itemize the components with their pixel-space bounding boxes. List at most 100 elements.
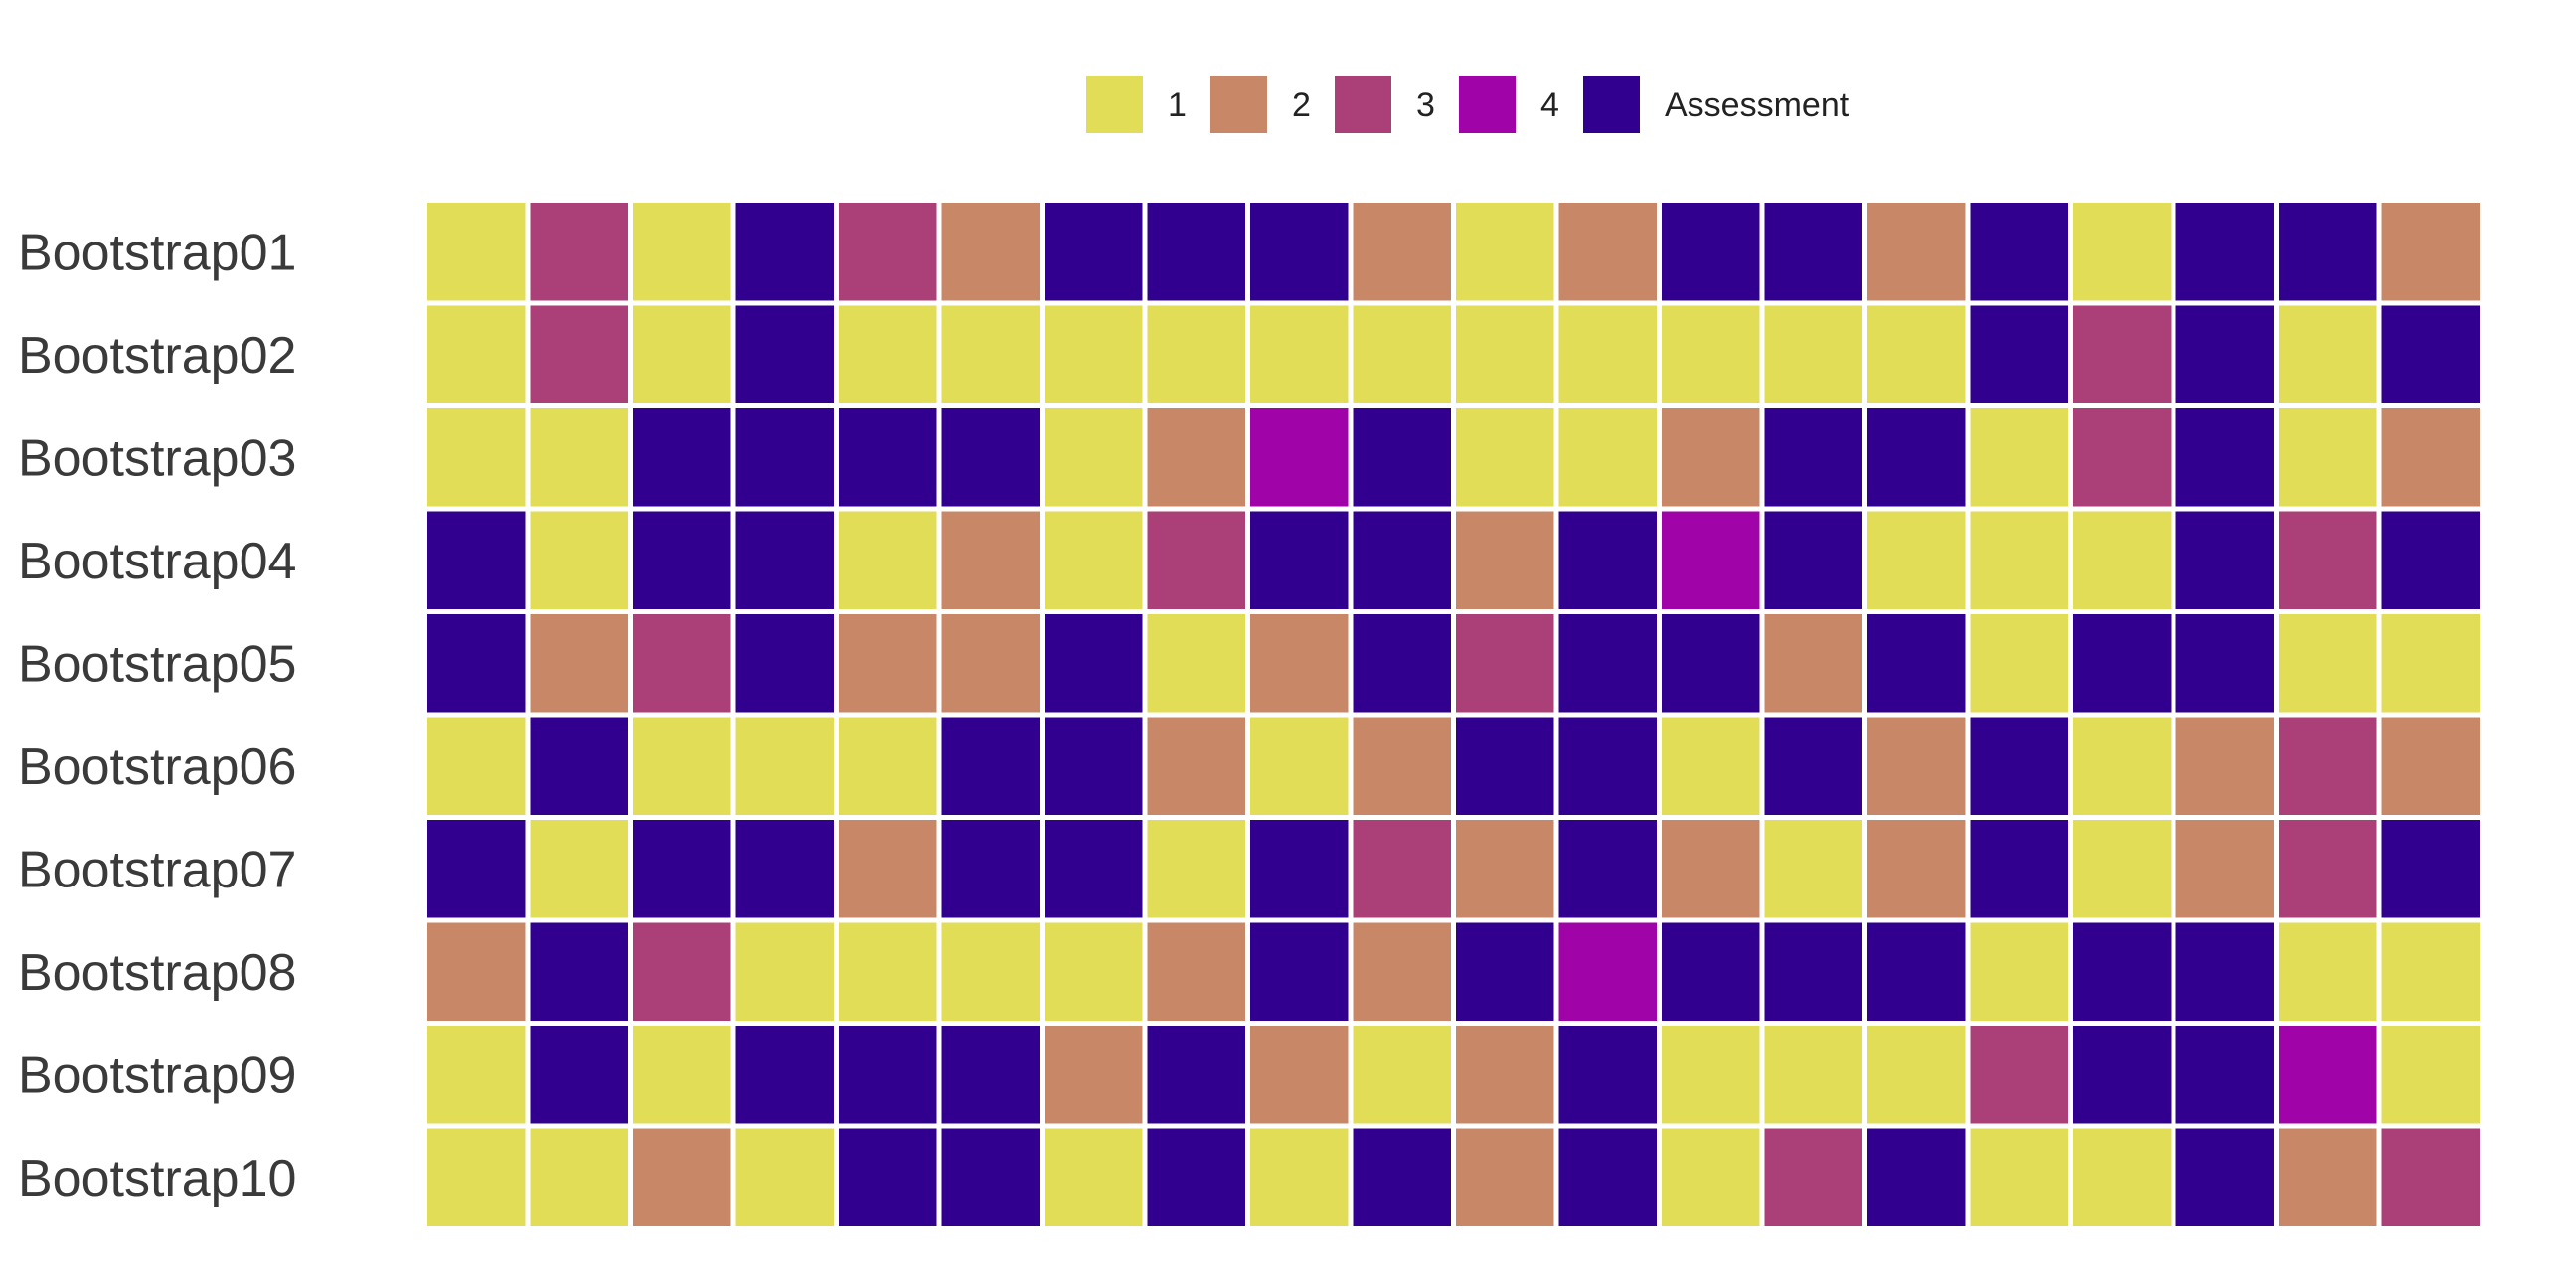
heatmap-grid [427,203,2480,1226]
legend: 1 2 3 4 Assessment [1086,76,1850,133]
heatmap-cell-r9-c8 [1147,1026,1245,1124]
heatmap-cell-r3-c18 [2175,408,2274,507]
heatmap-cell-r5-c14 [1764,614,1862,713]
heatmap-cell-r3-c7 [1045,408,1143,507]
heatmap-cell-r6-c16 [1970,717,2068,815]
heatmap-cell-r1-c6 [941,203,1040,301]
heatmap-cell-r7-c15 [1867,820,1966,918]
heatmap-cell-r3-c8 [1147,408,1245,507]
legend-swatch-4 [1459,76,1516,133]
heatmap-cell-r6-c9 [1250,717,1349,815]
heatmap-cell-r7-c13 [1662,820,1760,918]
heatmap-cell-r3-c6 [941,408,1040,507]
heatmap-cell-r2-c18 [2175,305,2274,403]
heatmap-cell-r10-c18 [2175,1128,2274,1226]
heatmap-cell-r1-c4 [735,203,834,301]
heatmap-cell-r6-c2 [530,717,628,815]
heatmap-cell-r6-c17 [2073,717,2172,815]
heatmap-cell-r4-c15 [1867,511,1966,609]
heatmap-cell-r1-c2 [530,203,628,301]
heatmap-cell-r3-c16 [1970,408,2068,507]
heatmap-cell-r1-c14 [1764,203,1862,301]
heatmap-cell-r1-c5 [839,203,937,301]
heatmap-cell-r1-c16 [1970,203,2068,301]
row-label-bootstrap01: Bootstrap01 [18,224,296,281]
heatmap-cell-r2-c3 [633,305,731,403]
heatmap-cell-r2-c20 [2381,305,2480,403]
heatmap-cell-r5-c15 [1867,614,1966,713]
heatmap-cell-r1-c8 [1147,203,1245,301]
heatmap-cell-r5-c5 [839,614,937,713]
heatmap-cell-r7-c7 [1045,820,1143,918]
heatmap-cell-r8-c12 [1558,922,1657,1021]
heatmap-cell-r2-c14 [1764,305,1862,403]
heatmap-cell-r8-c18 [2175,922,2274,1021]
heatmap-cell-r7-c12 [1558,820,1657,918]
heatmap-cell-r5-c11 [1456,614,1554,713]
heatmap-cell-r6-c6 [941,717,1040,815]
heatmap-cell-r6-c14 [1764,717,1862,815]
heatmap-cell-r5-c3 [633,614,731,713]
heatmap-cell-r9-c5 [839,1026,937,1124]
heatmap-cell-r7-c14 [1764,820,1862,918]
heatmap-cell-r6-c19 [2279,717,2377,815]
heatmap-cell-r7-c6 [941,820,1040,918]
heatmap-cell-r9-c15 [1867,1026,1966,1124]
heatmap-cell-r6-c8 [1147,717,1245,815]
heatmap-cell-r7-c2 [530,820,628,918]
heatmap-cell-r4-c18 [2175,511,2274,609]
heatmap-cell-r4-c8 [1147,511,1245,609]
heatmap-cell-r8-c11 [1456,922,1554,1021]
heatmap-cell-r10-c5 [839,1128,937,1226]
heatmap-cell-r4-c3 [633,511,731,609]
heatmap-cell-r5-c2 [530,614,628,713]
heatmap-cell-r1-c17 [2073,203,2172,301]
row-label-bootstrap05: Bootstrap05 [18,635,296,693]
heatmap-cell-r3-c1 [427,408,526,507]
row-label-bootstrap07: Bootstrap07 [18,841,296,898]
row-label-bootstrap02: Bootstrap02 [18,327,296,385]
heatmap-cell-r9-c20 [2381,1026,2480,1124]
heatmap-cell-r8-c16 [1970,922,2068,1021]
heatmap-cell-r6-c15 [1867,717,1966,815]
heatmap-cell-r9-c19 [2279,1026,2377,1124]
heatmap-cell-r10-c6 [941,1128,1040,1226]
heatmap-cell-r8-c15 [1867,922,1966,1021]
heatmap-cell-r6-c18 [2175,717,2274,815]
heatmap-cell-r2-c6 [941,305,1040,403]
heatmap-cell-r2-c9 [1250,305,1349,403]
heatmap-cell-r8-c9 [1250,922,1349,1021]
heatmap-cell-r10-c20 [2381,1128,2480,1226]
heatmap-cell-r5-c12 [1558,614,1657,713]
heatmap-cell-r9-c14 [1764,1026,1862,1124]
heatmap-cell-r2-c16 [1970,305,2068,403]
heatmap-cell-r9-c1 [427,1026,526,1124]
legend-label-4: 4 [1540,86,1559,124]
heatmap-cell-r10-c12 [1558,1128,1657,1226]
heatmap-cell-r9-c13 [1662,1026,1760,1124]
heatmap-cell-r10-c15 [1867,1128,1966,1226]
heatmap-cell-r2-c17 [2073,305,2172,403]
heatmap-cell-r1-c11 [1456,203,1554,301]
row-label-bootstrap03: Bootstrap03 [18,429,296,487]
heatmap-cell-r8-c4 [735,922,834,1021]
heatmap-cell-r8-c3 [633,922,731,1021]
heatmap-cell-r3-c20 [2381,408,2480,507]
heatmap-cell-r5-c16 [1970,614,2068,713]
heatmap-cell-r9-c6 [941,1026,1040,1124]
heatmap-cell-r8-c19 [2279,922,2377,1021]
legend-label-3: 3 [1416,86,1435,124]
heatmap-cell-r5-c7 [1045,614,1143,713]
legend-swatch-assessment [1583,76,1640,133]
heatmap-cell-r6-c12 [1558,717,1657,815]
heatmap-cell-r4-c16 [1970,511,2068,609]
heatmap-cell-r1-c19 [2279,203,2377,301]
heatmap-cell-r6-c7 [1045,717,1143,815]
heatmap-cell-r6-c13 [1662,717,1760,815]
heatmap-cell-r4-c4 [735,511,834,609]
heatmap-cell-r2-c8 [1147,305,1245,403]
heatmap-cell-r10-c1 [427,1128,526,1226]
heatmap-cell-r1-c18 [2175,203,2274,301]
heatmap-cell-r10-c3 [633,1128,731,1226]
heatmap-cell-r2-c13 [1662,305,1760,403]
